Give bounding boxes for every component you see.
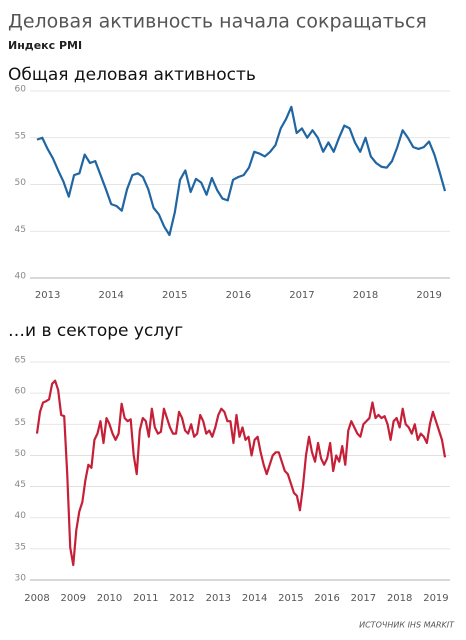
x-tick-label: 2016 [226, 290, 251, 301]
chart-title: Общая деловая активность [8, 65, 256, 85]
x-tick-label: 2013 [35, 290, 60, 301]
chart-title: …и в секторе услуг [8, 321, 183, 341]
page-subtitle: Индекс PMI [8, 39, 82, 52]
line [36, 105, 447, 237]
line [35, 379, 447, 567]
x-tick-label: 2017 [351, 593, 376, 604]
page-title: Деловая активность начала сокращаться [8, 11, 427, 33]
x-tick-label: 2015 [278, 593, 303, 604]
x-tick-label: 2019 [416, 290, 441, 301]
y-tick-label: 45 [15, 225, 26, 235]
y-tick-label: 50 [15, 178, 27, 188]
x-tick-label: 2016 [314, 593, 339, 604]
y-tick-label: 45 [15, 480, 26, 490]
x-tick-label: 2017 [289, 290, 314, 301]
y-tick-label: 35 [15, 542, 26, 552]
x-tick-label: 2015 [162, 290, 187, 301]
y-tick-label: 55 [15, 418, 26, 428]
x-tick-label: 2008 [24, 593, 49, 604]
y-tick-label: 60 [15, 85, 27, 95]
source: ИСТОЧНИК IHS MARKIT [359, 621, 455, 630]
x-tick-label: 2012 [169, 593, 194, 604]
x-tick-label: 2013 [206, 593, 231, 604]
y-tick-label: 30 [15, 574, 27, 584]
x-tick-label: 2018 [387, 593, 412, 604]
y-tick-label: 50 [15, 449, 27, 459]
x-tick-label: 2010 [97, 593, 122, 604]
y-tick-label: 60 [15, 387, 27, 397]
x-tick-label: 2009 [61, 593, 86, 604]
x-tick-label: 2014 [98, 290, 123, 301]
y-tick-label: 55 [15, 131, 26, 141]
y-tick-label: 40 [15, 511, 27, 521]
x-tick-label: 2019 [423, 593, 448, 604]
x-tick-label: 2014 [242, 593, 267, 604]
x-tick-label: 2011 [133, 593, 158, 604]
x-tick-label: 2018 [353, 290, 378, 301]
y-tick-label: 65 [15, 356, 26, 366]
y-tick-label: 40 [15, 272, 27, 282]
